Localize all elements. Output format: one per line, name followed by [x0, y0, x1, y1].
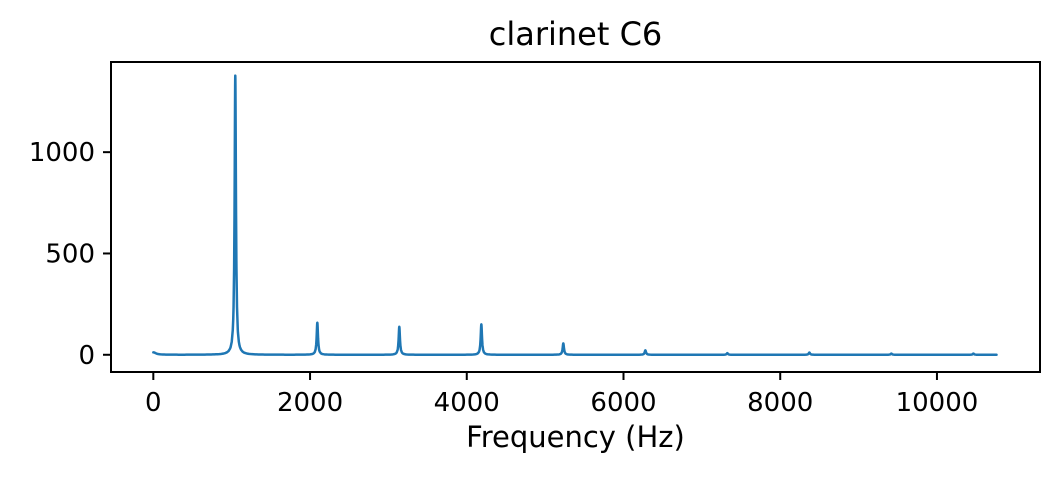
y-tick-label: 500	[45, 239, 95, 269]
x-tick-label: 10000	[896, 388, 979, 418]
x-tick-label: 8000	[747, 388, 813, 418]
x-tick-label: 4000	[434, 388, 500, 418]
y-tick-label: 0	[78, 341, 95, 371]
x-tick-label: 2000	[277, 388, 343, 418]
spectrum-line	[152, 74, 998, 357]
plot-border	[110, 61, 1041, 373]
y-tick-label: 1000	[29, 138, 95, 168]
chart-title: clarinet C6	[488, 15, 663, 53]
x-tick-label: 6000	[590, 388, 656, 418]
x-axis-label: Frequency (Hz)	[466, 420, 685, 454]
x-tick-label: 0	[145, 388, 162, 418]
